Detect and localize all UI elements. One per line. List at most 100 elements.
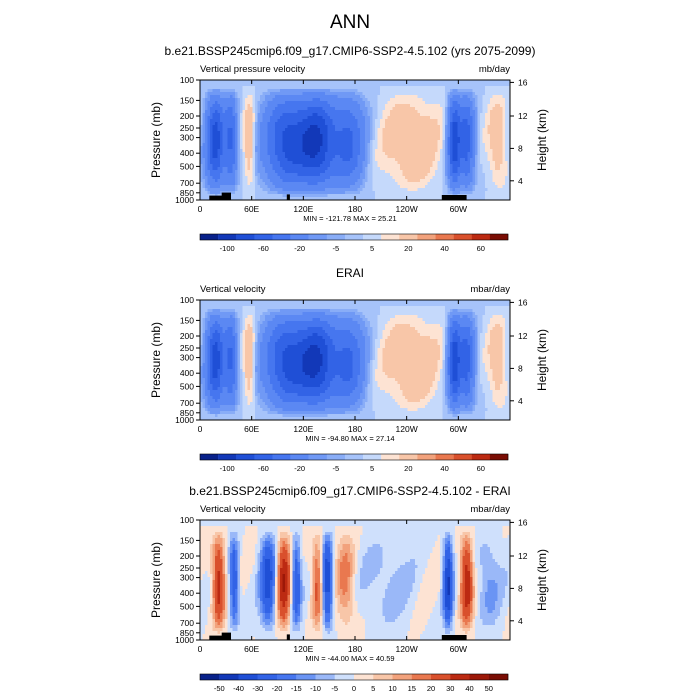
contour-cell [485, 146, 488, 150]
contour-cell [457, 92, 461, 96]
contour-cell [227, 161, 231, 165]
contour-cell [245, 86, 248, 90]
contour-cell [460, 107, 463, 111]
contour-cell [292, 176, 296, 180]
contour-cell [240, 89, 243, 93]
contour-cell [282, 194, 286, 198]
contour-cell [282, 104, 286, 108]
contour-cell [437, 101, 441, 105]
contour-cell [492, 92, 496, 96]
contour-cell [367, 86, 371, 90]
contour-cell [405, 152, 408, 156]
contour-cell [205, 155, 208, 159]
contour-cell [430, 83, 433, 87]
contour-cell [507, 86, 511, 90]
contour-cell [497, 191, 501, 195]
contour-cell [400, 152, 403, 156]
contour-cell [212, 110, 216, 114]
contour-cell [490, 194, 493, 198]
contour-cell [255, 158, 258, 162]
contour-cell [330, 155, 333, 159]
contour-cell [240, 95, 243, 99]
contour-cell [240, 119, 243, 123]
contour-cell [475, 125, 478, 129]
contour-cell [475, 167, 478, 171]
contour-cell [362, 176, 366, 180]
contour-cell [440, 116, 443, 120]
contour-cell [347, 128, 351, 132]
contour-cell [322, 86, 326, 90]
contour-cell [240, 80, 243, 84]
contour-cell [215, 149, 218, 153]
contour-cell [330, 137, 333, 141]
contour-cell [495, 164, 498, 168]
contour-cell [362, 170, 366, 174]
contour-cell [502, 149, 506, 153]
contour-cell [462, 101, 466, 105]
contour-cell [425, 185, 428, 189]
contour-cell [292, 107, 296, 111]
contour-cell [477, 95, 481, 99]
contour-cell [347, 176, 351, 180]
contour-cell [492, 155, 496, 159]
contour-cell [365, 137, 368, 141]
contour-cell [425, 140, 428, 144]
contour-cell [415, 86, 418, 90]
contour-cell [420, 98, 423, 102]
contour-cell [302, 134, 306, 138]
contour-cell [252, 179, 256, 183]
contour-cell [227, 185, 231, 189]
contour-cell [330, 182, 333, 186]
contour-cell [437, 146, 441, 150]
contour-cell [305, 149, 308, 153]
contour-cell [442, 179, 446, 183]
contour-cell [205, 95, 208, 99]
contour-cell [360, 101, 363, 105]
contour-cell [505, 149, 508, 153]
contour-cell [257, 134, 261, 138]
contour-cell [400, 161, 403, 165]
contour-cell [397, 197, 401, 201]
contour-cell [285, 137, 288, 141]
contour-cell [410, 95, 413, 99]
contour-cell [442, 122, 446, 126]
contour-cell [452, 179, 456, 183]
contour-cell [370, 197, 373, 201]
contour-cell [472, 131, 476, 135]
contour-cell [492, 197, 496, 201]
contour-cell [317, 116, 321, 120]
contour-cell [342, 116, 346, 120]
contour-cell [225, 98, 228, 102]
contour-cell [322, 98, 326, 102]
contour-cell [232, 149, 236, 153]
contour-cell [277, 194, 281, 198]
contour-cell [310, 176, 313, 180]
contour-cell [257, 125, 261, 129]
contour-cell [227, 164, 231, 168]
contour-cell [327, 140, 331, 144]
contour-cell [227, 116, 231, 120]
contour-cell [367, 104, 371, 108]
contour-cell [367, 122, 371, 126]
contour-cell [410, 119, 413, 123]
contour-cell [467, 161, 471, 165]
contour-cell [235, 179, 238, 183]
contour-cell [312, 131, 316, 135]
contour-cell [400, 188, 403, 192]
contour-cell [212, 158, 216, 162]
contour-cell [307, 197, 311, 201]
contour-cell [227, 119, 231, 123]
contour-cell [445, 146, 448, 150]
contour-cell [442, 113, 446, 117]
contour-cell [462, 149, 466, 153]
contour-cell [332, 122, 336, 126]
contour-cell [490, 164, 493, 168]
contour-cell [272, 113, 276, 117]
contour-cell [460, 116, 463, 120]
contour-cell [295, 152, 298, 156]
contour-cell [277, 116, 281, 120]
contour-cell [287, 164, 291, 168]
contour-cell [377, 110, 381, 114]
contour-cell [300, 116, 303, 120]
contour-cell [347, 173, 351, 177]
